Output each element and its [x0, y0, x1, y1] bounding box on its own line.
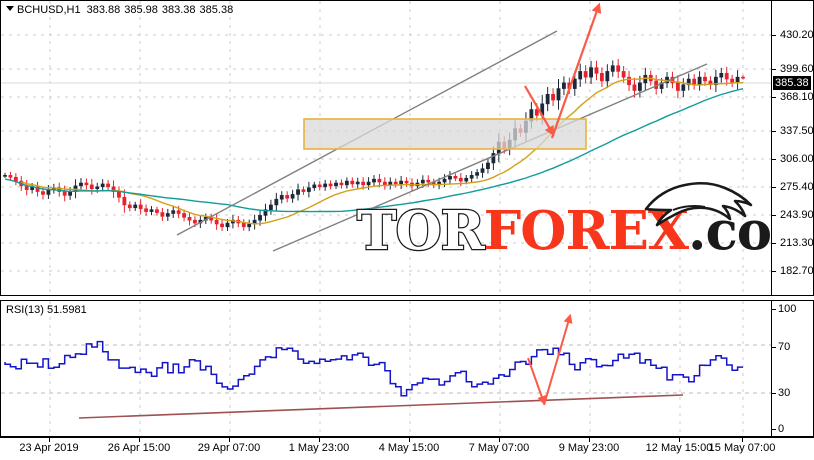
- rsi-chart-panel[interactable]: 100 70 30 0 RSI(13) 51.5981: [0, 300, 814, 437]
- rsi-axis-label: 100: [778, 303, 797, 315]
- time-axis-tick: [409, 438, 410, 442]
- ohlc-open: 383.88: [86, 4, 121, 16]
- price-axis-tick: [772, 35, 776, 36]
- ohlc-close: 385.38: [199, 4, 234, 16]
- price-axis-label: 368.10: [780, 91, 814, 103]
- time-axis-label: 23 Apr 2019: [19, 442, 79, 454]
- price-axis-label: 275.40: [780, 181, 814, 193]
- time-axis-label: 15 May 07:00: [708, 442, 776, 454]
- price-axis: 430.20 399.60 368.10 337.50 306.00 275.40 243.…: [771, 1, 814, 295]
- rsi-axis-tick: [772, 429, 776, 430]
- time-axis-tick: [49, 438, 50, 442]
- time-axis-tick: [589, 438, 590, 442]
- price-axis-label: 213.30: [780, 237, 814, 249]
- ohlc-high: 385.98: [124, 4, 158, 16]
- ohlc-low: 383.38: [161, 4, 196, 16]
- price-axis-tick: [772, 159, 776, 160]
- rsi-plot-area[interactable]: [1, 301, 772, 436]
- price-axis-label: 430.20: [780, 29, 814, 41]
- price-axis-tick: [772, 243, 776, 244]
- symbol-label: BCHUSD,H1: [17, 4, 81, 16]
- time-axis-label: 29 Apr 07:00: [197, 442, 261, 454]
- triangle-down-icon[interactable]: [6, 6, 14, 11]
- time-axis-tick: [742, 438, 743, 442]
- price-plot-area[interactable]: TORFOREX.com: [1, 1, 772, 295]
- watermark-com: .com: [688, 200, 772, 262]
- rsi-axis-tick: [772, 347, 776, 348]
- rsi-axis: 100 70 30 0: [771, 301, 813, 436]
- price-axis-label: 399.60: [780, 63, 814, 75]
- rsi-axis-label: 0: [778, 423, 785, 435]
- price-axis-tick: [772, 97, 776, 98]
- watermark-tor: TOR: [356, 200, 486, 262]
- current-price-label: 385.38: [773, 76, 811, 90]
- price-axis-label: 243.90: [780, 209, 814, 221]
- time-axis-label: 1 May 23:00: [288, 442, 350, 454]
- time-axis-label: 9 May 23:00: [558, 442, 620, 454]
- rsi-axis-label: 30: [778, 387, 791, 399]
- price-axis-tick: [772, 131, 776, 132]
- time-axis-tick: [499, 438, 500, 442]
- time-axis-label: 7 May 07:00: [468, 442, 530, 454]
- price-axis-tick: [772, 271, 776, 272]
- price-chart-panel[interactable]: TORFOREX.com 430.20 399.60 368.10 337.50 306…: [0, 0, 814, 296]
- time-axis-label: 4 May 15:00: [378, 442, 440, 454]
- rsi-chart-graphics: [1, 301, 772, 436]
- price-chart-header: BCHUSD,H1 383.88 385.98 383.38 385.38: [6, 4, 237, 16]
- time-axis-tick: [139, 438, 140, 442]
- price-axis-label: 306.00: [780, 153, 814, 165]
- watermark-forex: FOREX: [483, 200, 689, 262]
- time-axis: 23 Apr 2019 26 Apr 15:00 29 Apr 07:00 1 May…: [0, 437, 814, 460]
- time-axis-tick: [319, 438, 320, 442]
- price-axis-tick: [772, 69, 776, 70]
- rsi-axis-label: 70: [778, 341, 791, 353]
- time-axis-tick: [229, 438, 230, 442]
- price-axis-tick: [772, 187, 776, 188]
- ohlc-values: 383.88 385.98 383.38 385.38: [87, 4, 238, 16]
- rsi-chart-header: RSI(13) 51.5981: [6, 304, 87, 316]
- price-axis-tick: [772, 215, 776, 216]
- price-axis-label: 182.70: [780, 265, 814, 277]
- time-axis-label: 26 Apr 15:00: [107, 442, 171, 454]
- time-axis-tick: [679, 438, 680, 442]
- rsi-axis-tick: [772, 309, 776, 310]
- torforex-watermark: TORFOREX.com: [356, 182, 772, 259]
- rsi-axis-tick: [772, 393, 776, 394]
- price-axis-label: 337.50: [780, 125, 814, 137]
- bull-logo-icon: [644, 182, 753, 227]
- price-chart-graphics: [1, 1, 772, 295]
- time-axis-label: 12 May 15:00: [645, 442, 713, 454]
